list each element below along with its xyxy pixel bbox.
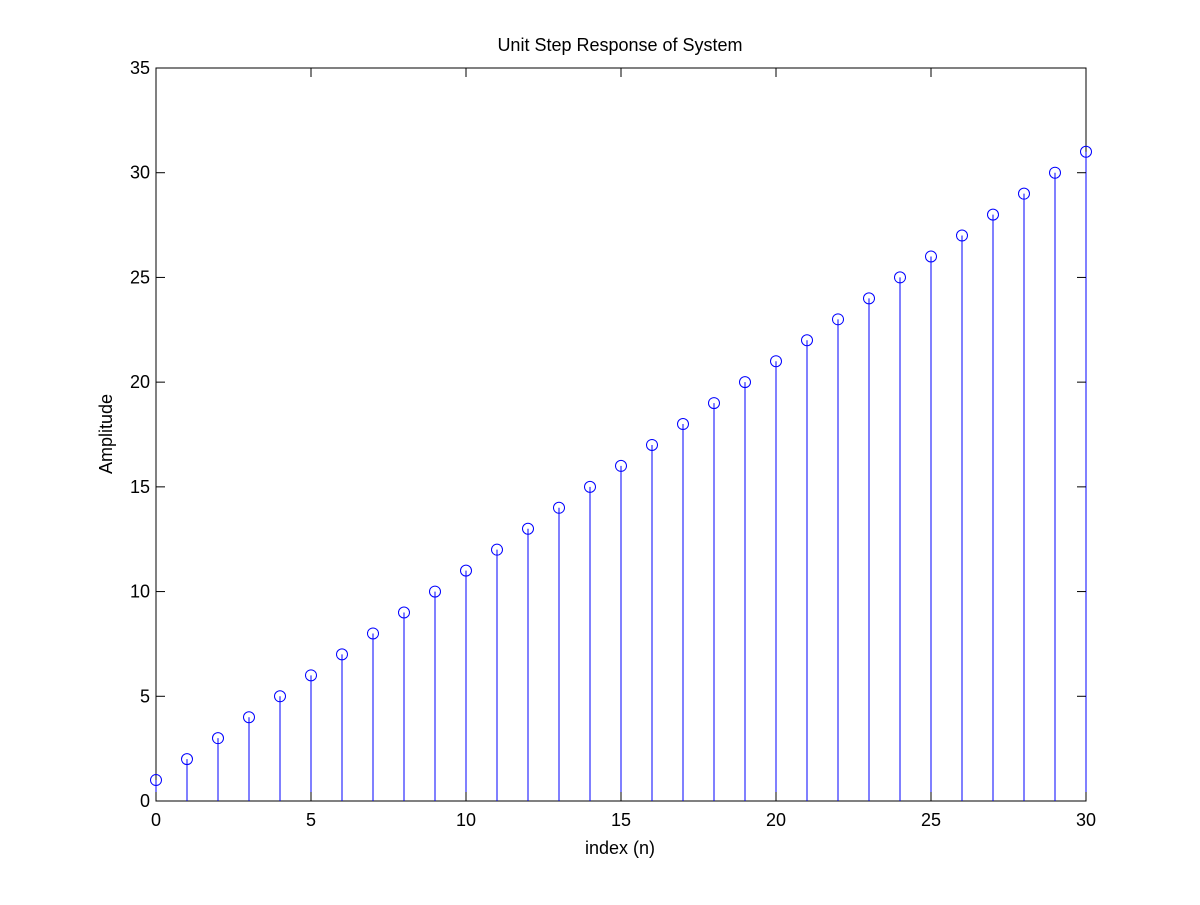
stem-point [894, 271, 906, 801]
stem-point [801, 334, 813, 801]
stem-point [956, 229, 968, 801]
stem-series [150, 145, 1092, 801]
stem-point [1080, 145, 1092, 801]
stem-point [367, 627, 379, 801]
stem-point [708, 397, 720, 801]
stem-marker [429, 585, 441, 598]
stem-marker [677, 418, 689, 431]
stem-marker [398, 606, 410, 619]
stem-point [398, 606, 410, 801]
x-tick-label: 25 [921, 810, 941, 830]
stem-point [677, 418, 689, 801]
stem-point [491, 543, 503, 801]
stem-point [1049, 166, 1061, 801]
x-axis-label: index (n) [585, 838, 655, 858]
stem-point [987, 208, 999, 801]
stem-marker [956, 229, 968, 242]
stem-marker [274, 690, 286, 703]
x-axis-ticks: 0 5 10 15 20 25 30 [151, 68, 1096, 830]
stem-point [181, 753, 193, 801]
stem-point [832, 313, 844, 801]
y-tick-label: 20 [130, 372, 150, 392]
stem-marker [894, 271, 906, 284]
x-tick-label: 20 [766, 810, 786, 830]
y-tick-label: 35 [130, 58, 150, 78]
stem-point [212, 732, 224, 801]
stem-point [863, 292, 875, 801]
stem-point [460, 564, 472, 801]
stem-point [925, 250, 937, 801]
y-tick-label: 25 [130, 267, 150, 287]
stem-marker [181, 753, 193, 766]
x-tick-label: 10 [456, 810, 476, 830]
stem-marker [832, 313, 844, 326]
stem-marker [367, 627, 379, 640]
stem-marker [1049, 166, 1061, 179]
y-axis-ticks: 0 5 10 15 20 25 30 35 [130, 58, 1086, 811]
stem-marker [801, 334, 813, 347]
stem-point [615, 459, 627, 801]
stem-marker [739, 376, 751, 389]
stem-marker [646, 438, 658, 451]
stem-point [739, 376, 751, 801]
x-tick-label: 30 [1076, 810, 1096, 830]
stem-marker [491, 543, 503, 556]
stem-marker [212, 732, 224, 745]
stem-marker [925, 250, 937, 263]
y-tick-label: 15 [130, 477, 150, 497]
y-axis-label: Amplitude [96, 394, 116, 474]
stem-point [770, 355, 782, 801]
x-tick-label: 5 [306, 810, 316, 830]
y-tick-label: 30 [130, 163, 150, 183]
stem-point [243, 711, 255, 801]
stem-marker [708, 397, 720, 410]
stem-marker [987, 208, 999, 221]
stem-point [1018, 187, 1030, 801]
stem-marker [460, 564, 472, 577]
y-tick-label: 10 [130, 582, 150, 602]
stem-marker [305, 669, 317, 682]
stem-point [305, 669, 317, 801]
stem-marker [584, 480, 596, 493]
stem-point [336, 648, 348, 801]
stem-marker [770, 355, 782, 368]
stem-marker [243, 711, 255, 724]
stem-point [584, 480, 596, 801]
stem-point [522, 522, 534, 801]
stem-marker [553, 501, 565, 514]
stem-point [274, 690, 286, 801]
stem-marker [150, 774, 162, 787]
x-tick-label: 0 [151, 810, 161, 830]
chart-title: Unit Step Response of System [497, 35, 742, 55]
stem-marker [522, 522, 534, 535]
y-tick-label: 5 [140, 686, 150, 706]
x-tick-label: 15 [611, 810, 631, 830]
stem-marker [863, 292, 875, 305]
stem-point [553, 501, 565, 801]
stem-point [646, 438, 658, 801]
y-tick-label: 0 [140, 791, 150, 811]
stem-marker [336, 648, 348, 661]
stem-marker [1018, 187, 1030, 200]
stem-marker [1080, 145, 1092, 158]
stem-marker [615, 459, 627, 472]
stem-point [429, 585, 441, 801]
